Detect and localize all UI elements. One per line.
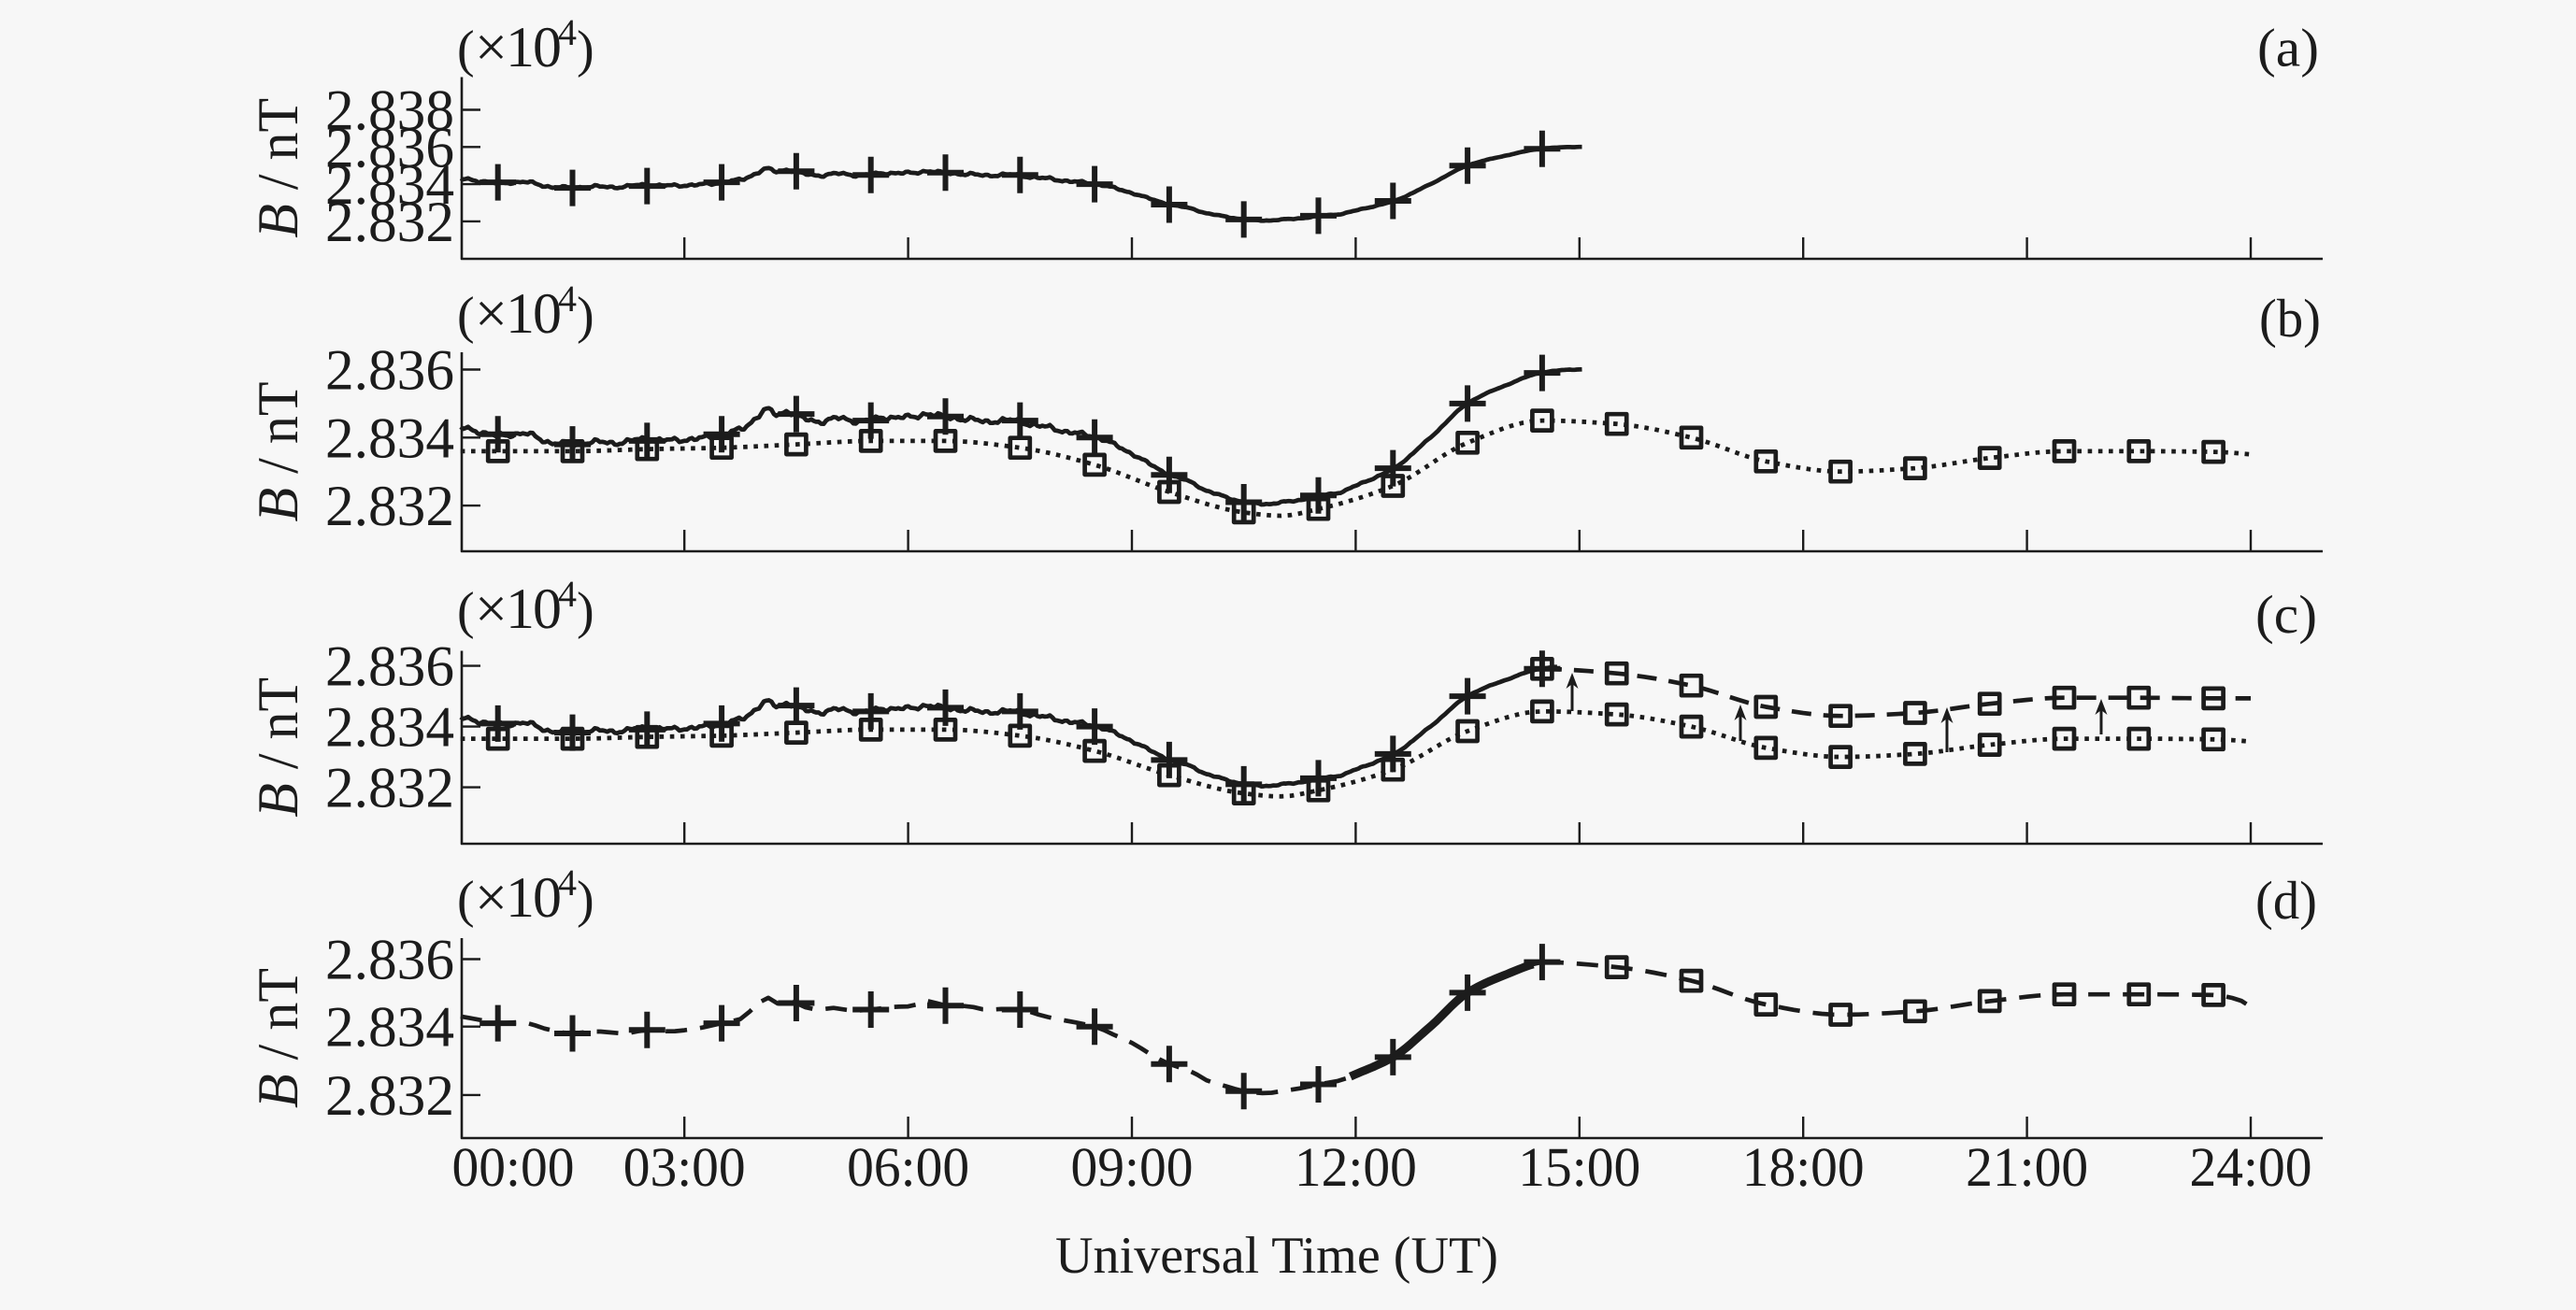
svg-text:×10: ×10 xyxy=(475,16,560,79)
svg-text:00:00: 00:00 xyxy=(452,1136,575,1198)
svg-text:2.832: 2.832 xyxy=(325,191,454,254)
svg-text:(b): (b) xyxy=(2259,288,2321,349)
svg-text:12:00: 12:00 xyxy=(1295,1136,1417,1198)
svg-text:(: ( xyxy=(457,21,475,78)
svg-text:2.838: 2.838 xyxy=(325,79,454,143)
svg-text:2.836: 2.836 xyxy=(325,116,454,179)
svg-text:(c): (c) xyxy=(2255,584,2317,645)
svg-text:2.836: 2.836 xyxy=(325,635,454,699)
svg-text:2.834: 2.834 xyxy=(325,153,454,217)
svg-text:(: ( xyxy=(457,287,475,345)
svg-text:×10: ×10 xyxy=(475,866,560,930)
svg-text:18:00: 18:00 xyxy=(1742,1136,1865,1198)
svg-text:B / nT: B / nT xyxy=(247,677,310,818)
svg-text:4: 4 xyxy=(558,278,577,320)
svg-text:B / nT: B / nT xyxy=(247,382,310,522)
svg-text:): ) xyxy=(577,582,594,640)
svg-text:(: ( xyxy=(457,582,475,640)
svg-text:×10: ×10 xyxy=(475,577,560,641)
svg-text:): ) xyxy=(577,21,594,78)
svg-text:4: 4 xyxy=(558,861,577,904)
svg-text:06:00: 06:00 xyxy=(847,1136,969,1198)
svg-text:2.832: 2.832 xyxy=(325,757,454,820)
svg-text:2.836: 2.836 xyxy=(325,929,454,992)
svg-text:×10: ×10 xyxy=(475,282,560,346)
svg-text:B / nT: B / nT xyxy=(247,968,310,1108)
svg-text:B / nT: B / nT xyxy=(247,98,310,238)
svg-text:): ) xyxy=(577,871,594,929)
svg-text:(: ( xyxy=(457,871,475,929)
svg-text:21:00: 21:00 xyxy=(1966,1136,2088,1198)
svg-text:2.834: 2.834 xyxy=(325,696,454,760)
svg-text:15:00: 15:00 xyxy=(1518,1136,1640,1198)
svg-text:2.832: 2.832 xyxy=(325,475,454,538)
svg-text:(d): (d) xyxy=(2255,870,2317,931)
svg-text:Universal Time (UT): Universal Time (UT) xyxy=(1055,1227,1498,1285)
svg-text:24:00: 24:00 xyxy=(2190,1136,2312,1198)
svg-text:2.832: 2.832 xyxy=(325,1064,454,1128)
svg-text:2.834: 2.834 xyxy=(325,996,454,1060)
svg-text:03:00: 03:00 xyxy=(623,1136,746,1198)
svg-text:(a): (a) xyxy=(2257,18,2319,78)
svg-text:4: 4 xyxy=(558,573,577,615)
svg-text:2.834: 2.834 xyxy=(325,406,454,470)
svg-text:4: 4 xyxy=(558,11,577,53)
svg-text:): ) xyxy=(577,287,594,345)
svg-text:2.836: 2.836 xyxy=(325,339,454,403)
svg-text:09:00: 09:00 xyxy=(1071,1136,1194,1198)
